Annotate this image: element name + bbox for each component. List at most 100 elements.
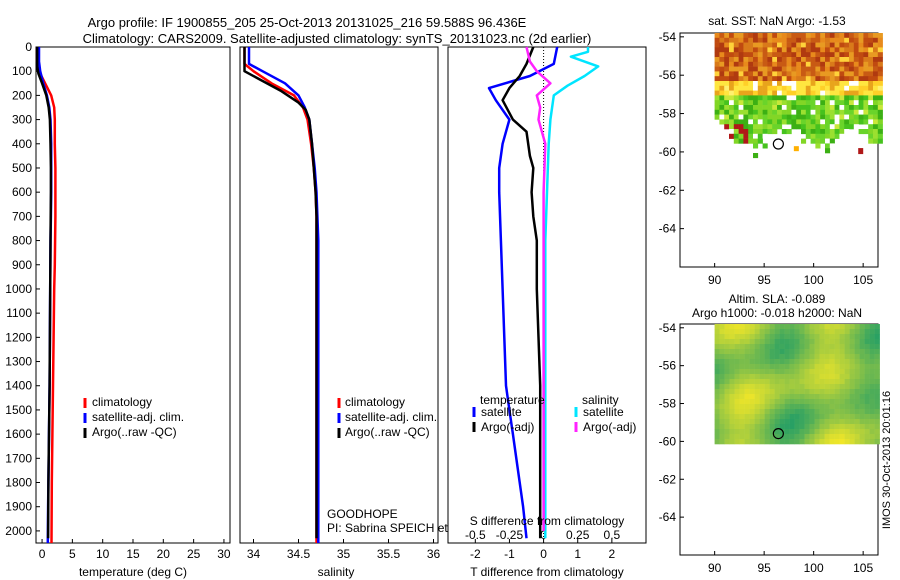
sla-cell bbox=[804, 369, 810, 375]
sst-cell bbox=[791, 114, 797, 120]
salinity-axes-box bbox=[239, 46, 439, 544]
sst-cell bbox=[829, 109, 835, 115]
sst-cell bbox=[786, 119, 792, 125]
sst-cell bbox=[757, 81, 763, 87]
sla-cell bbox=[749, 434, 755, 440]
sla-cell bbox=[814, 324, 820, 330]
sla-cell bbox=[739, 324, 745, 330]
sst-cell bbox=[724, 66, 730, 72]
sla-cell bbox=[829, 354, 835, 360]
sla-cell bbox=[799, 429, 805, 435]
sst-cell bbox=[815, 90, 821, 96]
sst-cell bbox=[729, 85, 735, 91]
sst-cell bbox=[791, 85, 797, 91]
sst-cell bbox=[873, 57, 879, 63]
sst-cell bbox=[829, 105, 835, 111]
sst-cell bbox=[849, 47, 855, 53]
sst-cell bbox=[815, 133, 821, 139]
sla-cell bbox=[834, 354, 840, 360]
sla-cell bbox=[824, 429, 830, 435]
sst-cell bbox=[825, 143, 831, 149]
sst-cell bbox=[873, 124, 879, 130]
sst-cell bbox=[863, 57, 869, 63]
sst-cell bbox=[772, 114, 778, 120]
sla-cell bbox=[774, 394, 780, 400]
sst-cell bbox=[729, 66, 735, 72]
sst-cell bbox=[777, 105, 783, 111]
sla-cell bbox=[859, 369, 865, 375]
sla-cell bbox=[734, 434, 740, 440]
project-label: GOODHOPE bbox=[327, 507, 398, 521]
sla-cell bbox=[749, 359, 755, 365]
sst-cell bbox=[858, 105, 864, 111]
title-line-2: Climatology: CARS2009. Satellite-adjuste… bbox=[83, 31, 592, 46]
sla-cell bbox=[834, 324, 840, 330]
sla-cell bbox=[809, 389, 815, 395]
sla-cell bbox=[824, 339, 830, 345]
sla-cell bbox=[809, 369, 815, 375]
sst-cell bbox=[757, 85, 763, 91]
sla-cell bbox=[769, 374, 775, 380]
sst-cell bbox=[805, 119, 811, 125]
sla-cell bbox=[814, 344, 820, 350]
sst-cell bbox=[781, 71, 787, 77]
sla-cell bbox=[824, 419, 830, 425]
sla-cell bbox=[744, 434, 750, 440]
sla-cell bbox=[864, 414, 870, 420]
sla-cell bbox=[829, 419, 835, 425]
sst-cell bbox=[863, 33, 869, 39]
y-tick-label: 100 bbox=[12, 64, 32, 78]
sla-cell bbox=[854, 389, 860, 395]
map-y-tick-label: -58 bbox=[659, 397, 677, 411]
sst-cell bbox=[839, 95, 845, 101]
sst-cell bbox=[757, 61, 763, 67]
sst-cell bbox=[849, 52, 855, 58]
sst-cell bbox=[815, 109, 821, 115]
sst-cell bbox=[767, 33, 773, 39]
sla-cell bbox=[824, 434, 830, 440]
sla-cell bbox=[859, 329, 865, 335]
sst-cell bbox=[748, 33, 754, 39]
sla-cell bbox=[814, 404, 820, 410]
sla-cell bbox=[764, 414, 770, 420]
sst-cell bbox=[743, 90, 749, 96]
sst-cell bbox=[719, 66, 725, 72]
sla-cell bbox=[774, 429, 780, 435]
sla-cell bbox=[734, 359, 740, 365]
sst-cell bbox=[844, 42, 850, 48]
sst-cell bbox=[810, 66, 816, 72]
sst-cell bbox=[733, 52, 739, 58]
sst-cell bbox=[729, 105, 735, 111]
sst-cell bbox=[853, 90, 859, 96]
sst-cell bbox=[825, 129, 831, 135]
sla-cell bbox=[859, 364, 865, 370]
sst-cell bbox=[733, 129, 739, 135]
sst-cell bbox=[820, 90, 826, 96]
sst-cell bbox=[743, 114, 749, 120]
sla-cell bbox=[824, 394, 830, 400]
sst-cell bbox=[786, 90, 792, 96]
sla-cell bbox=[774, 399, 780, 405]
sst-cell bbox=[796, 105, 802, 111]
sla-cell bbox=[854, 414, 860, 420]
sla-cell bbox=[759, 329, 765, 335]
sst-cell bbox=[767, 119, 773, 125]
sst-cell bbox=[839, 119, 845, 125]
y-tick-label: 1800 bbox=[5, 476, 32, 490]
sst-cell bbox=[748, 105, 754, 111]
sla-cell bbox=[769, 394, 775, 400]
sla-cell bbox=[784, 349, 790, 355]
sla-cell bbox=[749, 429, 755, 435]
sst-cell bbox=[733, 61, 739, 67]
sla-cell bbox=[814, 329, 820, 335]
sla-cell bbox=[744, 419, 750, 425]
sst-cell bbox=[805, 95, 811, 101]
sla-cell bbox=[764, 349, 770, 355]
sst-cell bbox=[729, 90, 735, 96]
x-tick-label: 20 bbox=[157, 547, 171, 561]
sla-cell bbox=[844, 409, 850, 415]
sla-cell bbox=[749, 379, 755, 385]
sla-cell bbox=[734, 339, 740, 345]
sst-cell bbox=[877, 33, 883, 39]
sla-cell bbox=[839, 359, 845, 365]
